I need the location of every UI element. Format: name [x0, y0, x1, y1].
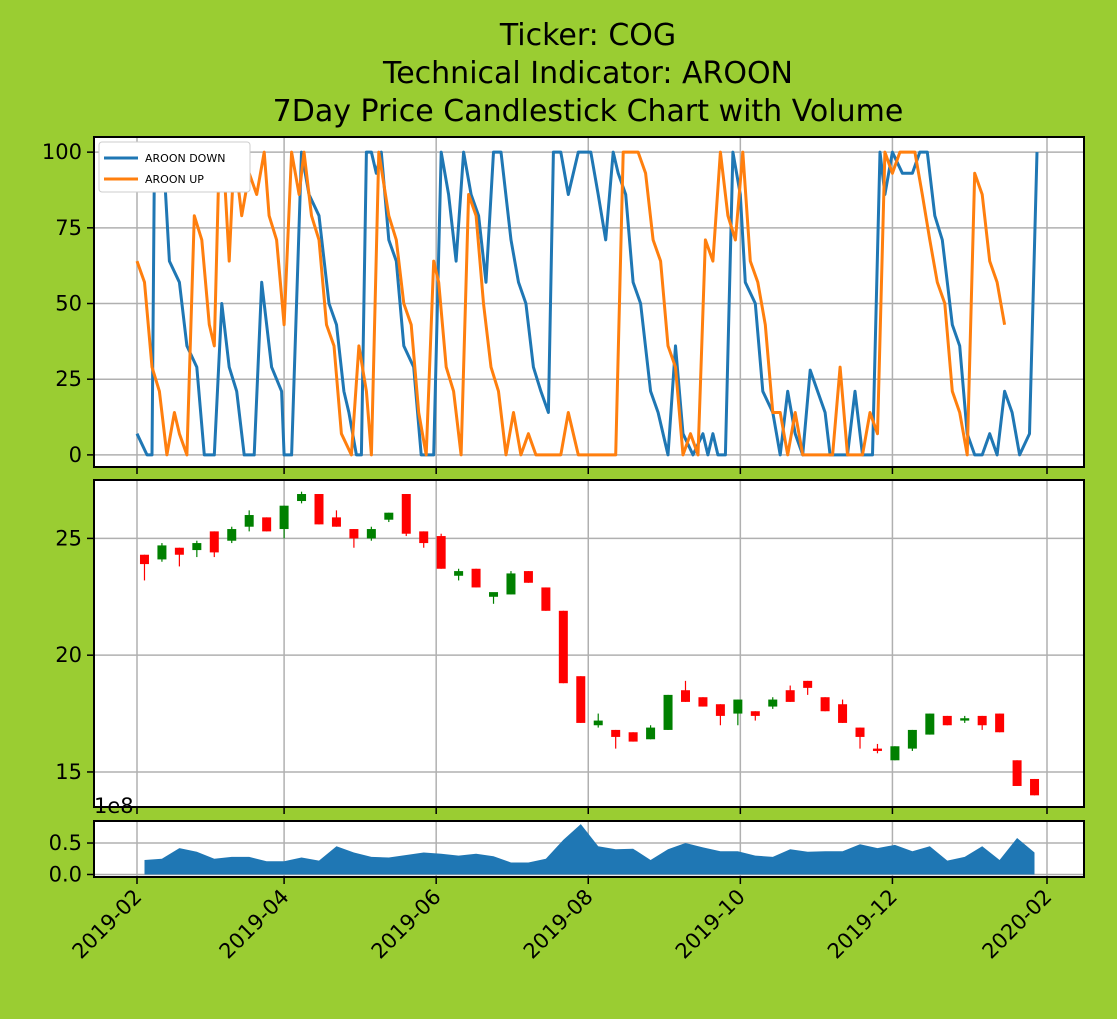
candle-body-down [1030, 778, 1040, 796]
candle-body-down [523, 571, 533, 583]
candle-body-up [925, 713, 935, 735]
x-tick-label: 2019-10 [671, 885, 750, 964]
x-tick-label: 2019-12 [823, 885, 902, 964]
candle-body-down [838, 704, 848, 723]
volume-area-layer [144, 824, 1035, 875]
chart-title-line-1: Ticker: COG [499, 18, 676, 53]
candle-body-up [506, 573, 516, 595]
candle-body-up [960, 718, 970, 721]
x-tick-label: 2019-08 [519, 885, 598, 964]
candle-body-up [489, 592, 499, 597]
candle-body-down [174, 547, 184, 555]
candle-body-up [244, 515, 254, 527]
candle-body-down [942, 715, 952, 726]
candle-body-up [907, 729, 917, 749]
aroon-series-layer [135, 150, 1039, 457]
candle-body-down [995, 713, 1005, 733]
candle-body-down [977, 715, 987, 726]
candle-body-up [366, 529, 376, 539]
candle-body-down [803, 680, 813, 688]
candle-body-down [541, 587, 551, 611]
candle-body-up [646, 727, 656, 740]
volume-offset-label: 1e8 [94, 794, 134, 818]
price-y-axis: 15 20 25 [55, 526, 94, 784]
candle-body-up [593, 720, 603, 726]
candle-body-down [715, 704, 725, 716]
y-tick-label: 0.0 [49, 862, 82, 886]
y-tick-label: 75 [55, 216, 82, 240]
candle-body-up [157, 545, 167, 560]
candle-body-down [1012, 760, 1022, 786]
x-axis: 2019-02 2019-04 2019-06 2019-08 2019-10 2019-… [68, 885, 1057, 964]
y-tick-label: 20 [55, 643, 82, 667]
y-tick-label: 100 [42, 140, 82, 164]
candle-body-down [331, 517, 341, 527]
x-tick-label: 2019-06 [367, 885, 446, 964]
y-tick-label: 0 [69, 443, 82, 467]
volume-panel-frame [93, 820, 1085, 878]
candle-body-up [768, 699, 778, 707]
x-tick-label: 2020-02 [978, 885, 1057, 964]
candle-body-down [436, 536, 446, 569]
candle-body-down [262, 517, 272, 532]
candle-body-down [419, 531, 429, 544]
chart-title-line-2: Technical Indicator: AROON [382, 56, 793, 91]
candle-body-up [733, 699, 743, 714]
candle-body-down [750, 711, 760, 716]
candle-body-down [471, 568, 481, 588]
y-tick-label: 0.5 [49, 831, 82, 855]
aroon-panel-frame [93, 136, 1085, 468]
x-tick-label: 2019-04 [215, 885, 294, 964]
legend-label-aroon-down: AROON DOWN [145, 152, 225, 165]
candle-body-up [227, 529, 237, 541]
candle-body-down [401, 494, 411, 534]
aroon-up-line [135, 150, 1007, 457]
candle-body-down [785, 690, 795, 702]
candle-body-down [314, 494, 324, 525]
candle-body-down [576, 676, 586, 723]
price-panel-frame [93, 479, 1085, 808]
candle-body-down [820, 697, 830, 712]
candle-body-down [209, 531, 219, 553]
aroon-legend: AROON DOWN AROON UP [98, 141, 251, 193]
y-tick-label: 25 [55, 367, 82, 391]
candle-body-down [139, 554, 149, 565]
candle-body-down [558, 610, 568, 684]
candle-body-up [297, 494, 307, 502]
candle-body-down [611, 729, 621, 737]
candle-body-up [384, 512, 394, 520]
candlestick-layer [139, 491, 1040, 796]
candle-body-up [663, 694, 673, 730]
y-tick-label: 50 [55, 292, 82, 316]
volume-y-axis: 0.00.5 [49, 831, 94, 886]
candle-body-down [872, 748, 882, 751]
y-tick-label: 25 [55, 526, 82, 550]
price-panel-grid [94, 480, 1084, 814]
x-tick-label: 2019-02 [68, 885, 147, 964]
candle-body-down [855, 727, 865, 737]
chart-title-line-3: 7Day Price Candlestick Chart with Volume [273, 94, 904, 129]
aroon-y-axis: 0 25 50 75 100 [42, 140, 94, 467]
candle-body-up [890, 746, 900, 761]
candle-body-down [628, 732, 638, 742]
volume-area [144, 824, 1035, 875]
candle-body-up [279, 505, 289, 530]
legend-label-aroon-up: AROON UP [145, 173, 204, 186]
aroon-down-line [135, 150, 1039, 457]
candle-body-up [454, 571, 464, 576]
candle-body-down [698, 697, 708, 707]
candle-body-down [349, 529, 359, 539]
candle-body-up [192, 543, 202, 551]
candle-body-down [680, 690, 690, 702]
y-tick-label: 15 [55, 760, 82, 784]
